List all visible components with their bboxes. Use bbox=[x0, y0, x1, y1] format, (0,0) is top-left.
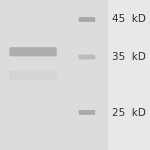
FancyBboxPatch shape bbox=[79, 17, 95, 22]
FancyBboxPatch shape bbox=[0, 0, 108, 150]
Text: 35  kD: 35 kD bbox=[112, 52, 146, 62]
FancyBboxPatch shape bbox=[79, 110, 95, 115]
FancyBboxPatch shape bbox=[79, 55, 95, 59]
Text: 25  kD: 25 kD bbox=[112, 108, 146, 117]
FancyBboxPatch shape bbox=[9, 47, 57, 56]
FancyBboxPatch shape bbox=[108, 0, 150, 150]
Text: 45  kD: 45 kD bbox=[112, 15, 146, 24]
FancyBboxPatch shape bbox=[9, 70, 57, 80]
